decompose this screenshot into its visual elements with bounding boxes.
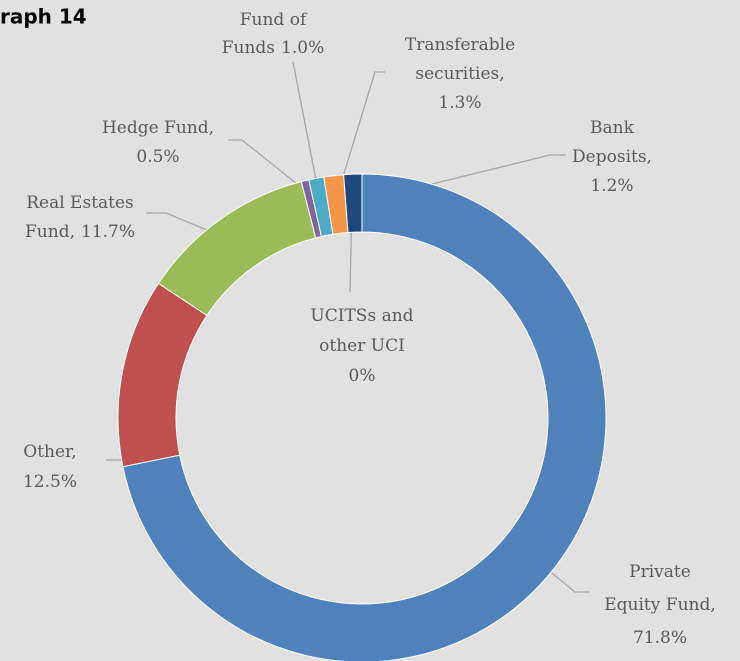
label-line: Bank xyxy=(590,118,635,138)
label-line: UCITSs and xyxy=(310,306,413,326)
label-line: Equity Fund, xyxy=(604,595,716,615)
label-line: other UCI xyxy=(319,336,405,356)
value-label: 0% xyxy=(349,366,376,386)
value-label: 12.5% xyxy=(23,472,77,492)
value-label: 1.2% xyxy=(590,176,633,196)
label-line: Hedge Fund, xyxy=(102,118,214,138)
value-label: 1.0% xyxy=(281,38,324,58)
label-line: Transferable xyxy=(405,35,515,55)
label-line: securities, xyxy=(415,64,504,84)
data-label: Private Equity Fund, 71.8% xyxy=(604,562,716,648)
label-line: Fund, xyxy=(25,222,75,242)
leader-line xyxy=(341,71,385,181)
label-line: Fund of xyxy=(240,10,308,30)
data-label: Fund of Funds 1.0% xyxy=(222,10,325,58)
donut-segment xyxy=(343,173,363,234)
donut-segment xyxy=(122,173,607,661)
donut-segment xyxy=(157,181,317,317)
label-line: Other, xyxy=(23,442,76,462)
leader-line xyxy=(228,139,303,189)
data-label: Real Estates Fund, 11.7% xyxy=(25,193,135,242)
data-label: Other, 12.5% xyxy=(23,442,77,492)
label-line: Real Estates xyxy=(26,193,134,213)
donut xyxy=(117,173,607,661)
leader-line xyxy=(292,61,317,181)
data-label: UCITSs and other UCI 0% xyxy=(310,306,413,386)
chart-title: raph 14 xyxy=(0,5,87,29)
donut-segment xyxy=(117,282,208,468)
label-line: Funds xyxy=(222,38,275,58)
value-label: 11.7% xyxy=(81,222,135,242)
label-line: Private xyxy=(629,562,691,582)
value-label: 0.5% xyxy=(136,147,179,167)
value-label: 71.8% xyxy=(633,628,687,648)
label-line: Deposits, xyxy=(572,147,652,167)
data-label: Hedge Fund, 0.5% xyxy=(102,118,214,167)
value-label: 1.3% xyxy=(438,93,481,113)
data-label: Bank Deposits, 1.2% xyxy=(572,118,652,196)
data-label: Transferable securities, 1.3% xyxy=(405,35,515,113)
